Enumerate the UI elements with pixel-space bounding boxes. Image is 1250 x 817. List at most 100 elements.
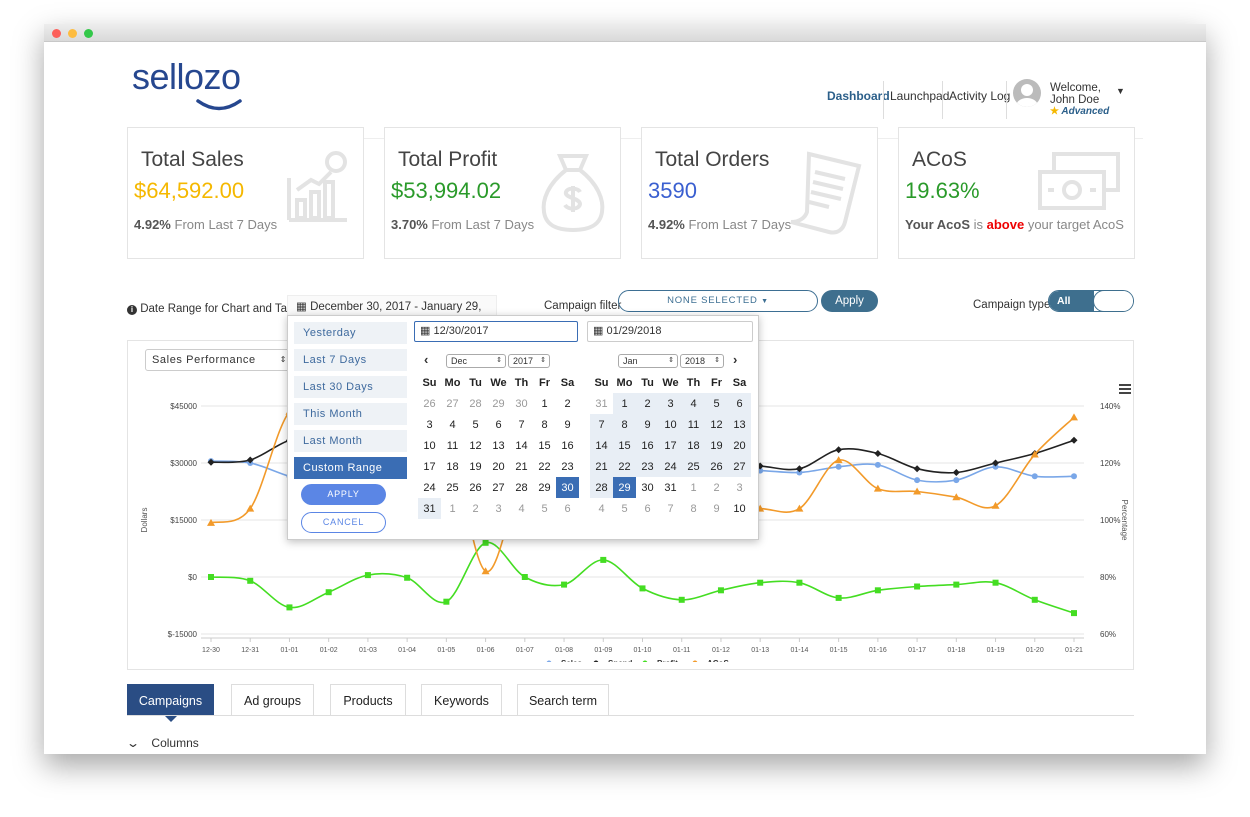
calendar-day[interactable]: 21 xyxy=(515,460,528,473)
calendar-day[interactable]: 17 xyxy=(423,460,436,473)
calendar-day[interactable]: 8 xyxy=(541,418,548,431)
nav-launchpad[interactable]: Launchpad xyxy=(890,89,950,103)
calendar-day[interactable]: 13 xyxy=(492,439,505,452)
campaign-filter-dropdown[interactable]: NONE SELECTED ▼ xyxy=(618,290,818,312)
calendar-day[interactable]: 19 xyxy=(469,460,482,473)
calendar-day[interactable]: 14 xyxy=(590,435,613,456)
calendar-day[interactable]: 10 xyxy=(659,414,682,435)
calendar-day[interactable]: 29 xyxy=(613,477,636,498)
calendar-day[interactable]: 24 xyxy=(659,456,682,477)
calendar-day[interactable]: 10 xyxy=(733,502,746,515)
calendar-day[interactable]: 4 xyxy=(682,393,705,414)
left-month-select[interactable]: Dec ⇕ xyxy=(446,354,506,368)
calendar-day[interactable]: 30 xyxy=(556,477,579,498)
maximize-window-button[interactable] xyxy=(84,29,93,38)
calendar-day[interactable]: 2 xyxy=(472,502,479,515)
calendar-day[interactable]: 1 xyxy=(449,502,456,515)
calendar-day[interactable]: 28 xyxy=(469,397,482,410)
calendar-day[interactable]: 4 xyxy=(518,502,525,515)
close-window-button[interactable] xyxy=(52,29,61,38)
nav-activity-log[interactable]: Activity Log xyxy=(949,89,1011,103)
calendar-day[interactable]: 6 xyxy=(644,502,651,515)
calendar-day[interactable]: 29 xyxy=(492,397,505,410)
start-date-input[interactable]: ▦ 12/30/2017 xyxy=(414,321,578,342)
calendar-day[interactable]: 30 xyxy=(641,481,654,494)
tab-ad-groups[interactable]: Ad groups xyxy=(231,684,314,716)
tab-campaigns[interactable]: Campaigns xyxy=(127,684,214,716)
calendar-day[interactable]: 4 xyxy=(598,502,605,515)
calendar-day[interactable]: 3 xyxy=(426,418,433,431)
user-name[interactable]: John Doe xyxy=(1050,94,1100,106)
calendar-day[interactable]: 6 xyxy=(495,418,502,431)
calendar-day[interactable]: 3 xyxy=(736,481,743,494)
calendar-day[interactable]: 6 xyxy=(564,502,571,515)
avatar[interactable] xyxy=(1013,79,1041,107)
tab-keywords[interactable]: Keywords xyxy=(421,684,502,716)
calendar-day[interactable]: 16 xyxy=(636,435,659,456)
calendar-day[interactable]: 1 xyxy=(541,397,548,410)
calendar-day[interactable]: 16 xyxy=(561,439,574,452)
calendar-day[interactable]: 9 xyxy=(564,418,571,431)
calendar-day[interactable]: 2 xyxy=(636,393,659,414)
left-year-select[interactable]: 2017 ⇕ xyxy=(508,354,550,368)
calendar-day[interactable]: 23 xyxy=(561,460,574,473)
calendar-day[interactable]: 31 xyxy=(418,498,441,519)
calendar-day[interactable]: 27 xyxy=(492,481,505,494)
calendar-day[interactable]: 15 xyxy=(613,435,636,456)
calendar-day[interactable]: 12 xyxy=(705,414,728,435)
minimize-window-button[interactable] xyxy=(68,29,77,38)
right-year-select[interactable]: 2018 ⇕ xyxy=(680,354,724,368)
calendar-day[interactable]: 31 xyxy=(664,481,677,494)
campaign-type-toggle[interactable]: All xyxy=(1048,290,1134,312)
calendar-day[interactable]: 6 xyxy=(728,393,751,414)
range-yesterday[interactable]: Yesterday xyxy=(294,322,407,344)
calendar-day[interactable]: 26 xyxy=(423,397,436,410)
range-last-7-days[interactable]: Last 7 Days xyxy=(294,349,407,371)
calendar-day[interactable]: 13 xyxy=(728,414,751,435)
calendar-day[interactable]: 5 xyxy=(705,393,728,414)
calendar-day[interactable]: 5 xyxy=(541,502,548,515)
range-this-month[interactable]: This Month xyxy=(294,403,407,425)
calendar-day[interactable]: 28 xyxy=(515,481,528,494)
range-last-month[interactable]: Last Month xyxy=(294,430,407,452)
calendar-day[interactable]: 11 xyxy=(682,414,705,435)
calendar-day[interactable]: 1 xyxy=(690,481,697,494)
next-month-icon[interactable]: › xyxy=(733,352,738,367)
calendar-day[interactable]: 7 xyxy=(590,414,613,435)
calendar-day[interactable]: 5 xyxy=(621,502,628,515)
calendar-day[interactable]: 26 xyxy=(705,456,728,477)
calendar-day[interactable]: 4 xyxy=(449,418,456,431)
calendar-day[interactable]: 14 xyxy=(515,439,528,452)
datepicker-apply-button[interactable]: APPLY xyxy=(301,484,386,505)
calendar-day[interactable]: 29 xyxy=(538,481,551,494)
nav-dashboard[interactable]: Dashboard xyxy=(827,89,890,103)
calendar-day[interactable]: 25 xyxy=(682,456,705,477)
calendar-day[interactable]: 19 xyxy=(705,435,728,456)
calendar-day[interactable]: 8 xyxy=(690,502,697,515)
calendar-day[interactable]: 27 xyxy=(446,397,459,410)
end-date-input[interactable]: ▦ 01/29/2018 xyxy=(587,321,753,342)
calendar-day[interactable]: 9 xyxy=(713,502,720,515)
calendar-day[interactable]: 3 xyxy=(659,393,682,414)
calendar-day[interactable]: 18 xyxy=(446,460,459,473)
right-month-select[interactable]: Jan ⇕ xyxy=(618,354,678,368)
chart-metric-select[interactable]: Sales Performance ⇕ xyxy=(145,349,293,371)
logo[interactable]: sellozo xyxy=(132,56,241,98)
calendar-day[interactable]: 12 xyxy=(469,439,482,452)
calendar-day[interactable]: 20 xyxy=(728,435,751,456)
calendar-day[interactable]: 9 xyxy=(636,414,659,435)
calendar-day[interactable]: 28 xyxy=(590,477,613,498)
prev-month-icon[interactable]: ‹ xyxy=(424,352,429,367)
toggle-knob[interactable] xyxy=(1093,291,1133,311)
calendar-day[interactable]: 30 xyxy=(515,397,528,410)
columns-toggle[interactable]: ⌄ Columns xyxy=(126,736,199,750)
calendar-day[interactable]: 20 xyxy=(492,460,505,473)
calendar-day[interactable]: 17 xyxy=(659,435,682,456)
calendar-day[interactable]: 3 xyxy=(495,502,502,515)
range-last-30-days[interactable]: Last 30 Days xyxy=(294,376,407,398)
calendar-day[interactable]: 1 xyxy=(613,393,636,414)
calendar-day[interactable]: 15 xyxy=(538,439,551,452)
calendar-day[interactable]: 2 xyxy=(713,481,720,494)
calendar-day[interactable]: 24 xyxy=(423,481,436,494)
apply-filter-button[interactable]: Apply xyxy=(821,290,878,312)
